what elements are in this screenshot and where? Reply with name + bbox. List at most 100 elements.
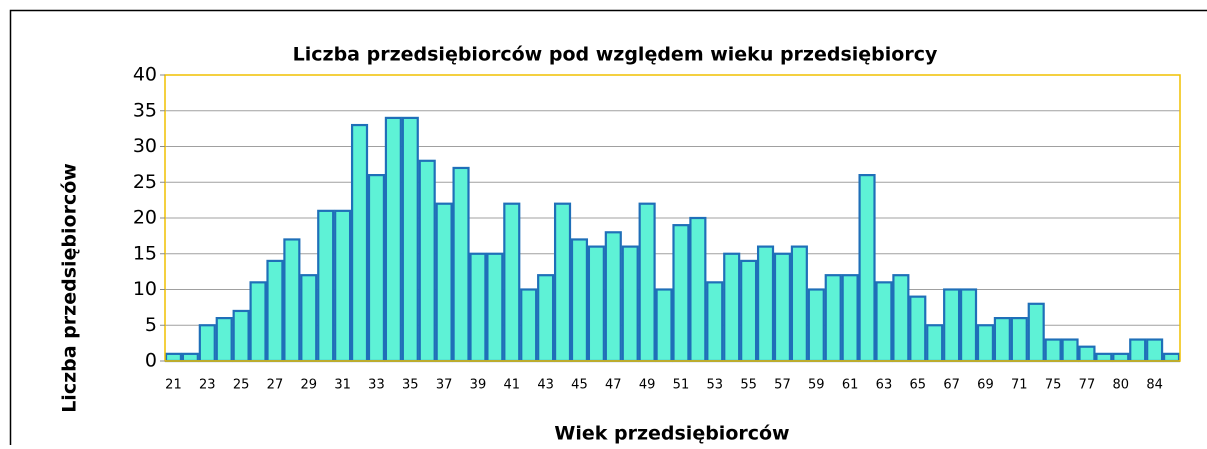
- x-tick-label: 43: [537, 378, 554, 393]
- bar: [826, 275, 841, 361]
- bar: [606, 232, 621, 361]
- bar: [877, 282, 892, 361]
- y-tick-label: 20: [133, 207, 157, 229]
- bar: [809, 290, 824, 362]
- bar: [318, 211, 333, 361]
- bar: [335, 211, 350, 361]
- x-tick-label: 21: [165, 378, 182, 393]
- bar: [944, 290, 959, 362]
- bar: [707, 282, 722, 361]
- x-axis-title: Wiek przedsiębiorców: [554, 423, 789, 445]
- x-tick-label: 39: [470, 378, 487, 393]
- x-tick-label: 53: [707, 378, 724, 393]
- x-tick-label: 59: [808, 378, 825, 393]
- x-tick-label: 80: [1113, 378, 1130, 393]
- x-tick-label: 29: [301, 378, 318, 393]
- bar: [1012, 318, 1027, 361]
- bar: [437, 204, 452, 361]
- bar: [690, 218, 705, 361]
- bar: [234, 311, 249, 361]
- y-tick-label: 40: [133, 64, 157, 86]
- bar: [1080, 347, 1095, 361]
- bar: [640, 204, 655, 361]
- bar: [623, 247, 638, 361]
- bar: [521, 290, 536, 362]
- x-tick-label: 23: [199, 378, 216, 393]
- bar: [741, 261, 756, 361]
- bar: [1130, 340, 1145, 361]
- x-tick-label: 69: [977, 378, 994, 393]
- bar: [284, 239, 299, 361]
- x-tick-label: 77: [1079, 378, 1096, 393]
- x-tick-label: 65: [910, 378, 927, 393]
- y-axis-title: Liczba przedsiębiorców: [59, 163, 81, 413]
- bar: [352, 125, 367, 361]
- x-tick-label: 49: [639, 378, 656, 393]
- bar: [961, 290, 976, 362]
- bar: [978, 325, 993, 361]
- bar: [1029, 304, 1044, 361]
- bar: [910, 297, 925, 361]
- bar: [200, 325, 215, 361]
- y-tick-label: 25: [133, 171, 157, 193]
- bar: [927, 325, 942, 361]
- bar: [657, 290, 672, 362]
- bar: [674, 225, 689, 361]
- x-tick-label: 41: [504, 378, 521, 393]
- bar: [1096, 354, 1111, 361]
- y-tick-label: 30: [133, 135, 157, 157]
- bar: [251, 282, 266, 361]
- bar: [217, 318, 232, 361]
- x-tick-label: 57: [774, 378, 791, 393]
- x-tick-label: 67: [943, 378, 960, 393]
- bar: [893, 275, 908, 361]
- bar: [758, 247, 773, 361]
- bar: [995, 318, 1010, 361]
- x-tick-label: 71: [1011, 378, 1028, 393]
- bar: [166, 354, 181, 361]
- bar: [471, 254, 486, 361]
- x-tick-label: 75: [1045, 378, 1062, 393]
- y-tick-label: 35: [133, 99, 157, 121]
- bar: [1063, 340, 1078, 361]
- x-tick-label: 37: [436, 378, 453, 393]
- y-tick-label: 10: [133, 278, 157, 300]
- x-tick-label: 35: [402, 378, 419, 393]
- bar: [860, 175, 875, 361]
- y-tick-label: 0: [145, 350, 157, 372]
- bar: [487, 254, 502, 361]
- bar: [555, 204, 570, 361]
- bar: [504, 204, 519, 361]
- bar: [572, 239, 587, 361]
- x-tick-label: 51: [673, 378, 690, 393]
- bar: [420, 161, 435, 361]
- x-tick-label: 84: [1146, 378, 1163, 393]
- bar: [792, 247, 807, 361]
- x-tick-label: 55: [740, 378, 757, 393]
- bar: [1164, 354, 1179, 361]
- bar: [1113, 354, 1128, 361]
- chart-title: Liczba przedsiębiorców pod względem wiek…: [293, 44, 938, 66]
- bar: [1046, 340, 1061, 361]
- bar: [386, 118, 401, 361]
- y-tick-label: 15: [133, 242, 157, 264]
- bar: [183, 354, 198, 361]
- bar: [403, 118, 418, 361]
- x-tick-label: 31: [334, 378, 351, 393]
- x-tick-label: 27: [267, 378, 284, 393]
- x-tick-label: 47: [605, 378, 622, 393]
- x-tick-label: 25: [233, 378, 250, 393]
- bar: [843, 275, 858, 361]
- bar: [369, 175, 384, 361]
- bar: [775, 254, 790, 361]
- x-tick-label: 33: [368, 378, 385, 393]
- bar: [1147, 340, 1162, 361]
- y-tick-label: 5: [145, 314, 157, 336]
- bar: [724, 254, 739, 361]
- x-tick-label: 61: [842, 378, 859, 393]
- bar: [589, 247, 604, 361]
- bar: [301, 275, 316, 361]
- bar: [268, 261, 283, 361]
- bar: [454, 168, 469, 361]
